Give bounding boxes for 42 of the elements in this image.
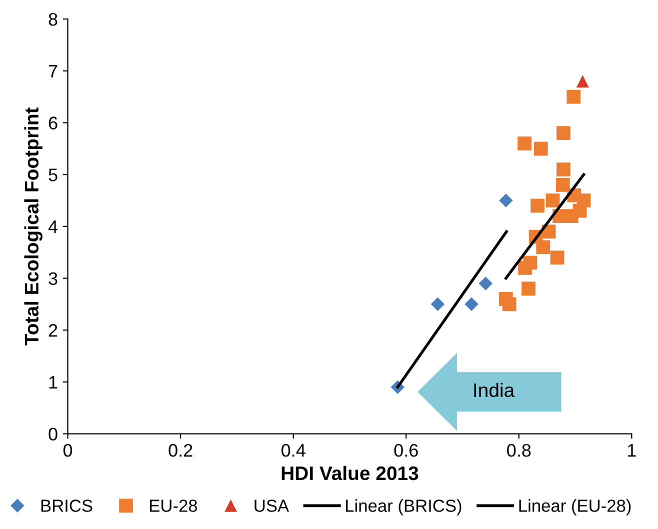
point [478, 276, 492, 290]
point [536, 240, 550, 254]
point [546, 194, 560, 208]
point [534, 142, 548, 156]
point [522, 282, 536, 296]
legend-label: BRICS [41, 500, 92, 512]
point [564, 209, 578, 223]
legend-label: Linear (BRICS) [346, 499, 462, 516]
y-tick-label: 1 [49, 376, 58, 388]
y-tick-label: 7 [48, 65, 58, 78]
x-tick-label: 0 [63, 444, 72, 457]
annotation: India [474, 382, 515, 398]
y-tick-label: 8 [48, 12, 58, 26]
point [550, 250, 564, 264]
point [518, 260, 532, 275]
legend-label: Linear (EU-28) [519, 499, 631, 516]
point [502, 297, 516, 312]
x-tick-label: 1 [628, 444, 636, 457]
y-tick-label: 5 [48, 168, 58, 182]
y-tick-label: 4 [48, 220, 58, 233]
point [556, 126, 570, 140]
point [576, 75, 589, 88]
point [430, 297, 445, 312]
x-axis-title: HDI Value 2013 [282, 466, 418, 480]
x-tick-label: 0.8 [507, 444, 531, 457]
y-tick-label: 3 [48, 272, 58, 285]
x-tick-label: 0.2 [168, 444, 192, 457]
x-tick-label: 0.6 [394, 444, 418, 457]
point [518, 136, 532, 150]
y-tick-label: 6 [48, 116, 58, 130]
point [499, 194, 513, 208]
legend-label: USA [254, 500, 290, 512]
point [566, 90, 581, 104]
point [556, 162, 570, 176]
point [530, 198, 544, 213]
x-tick-label: 0.4 [281, 444, 306, 457]
y-tick-label: 0 [48, 428, 58, 440]
point [556, 178, 570, 192]
point [464, 297, 478, 312]
y-tick-label: 2 [48, 324, 58, 337]
legend-label: EU-28 [150, 500, 198, 512]
y-axis-title: Total Ecological Footprint [24, 107, 42, 346]
